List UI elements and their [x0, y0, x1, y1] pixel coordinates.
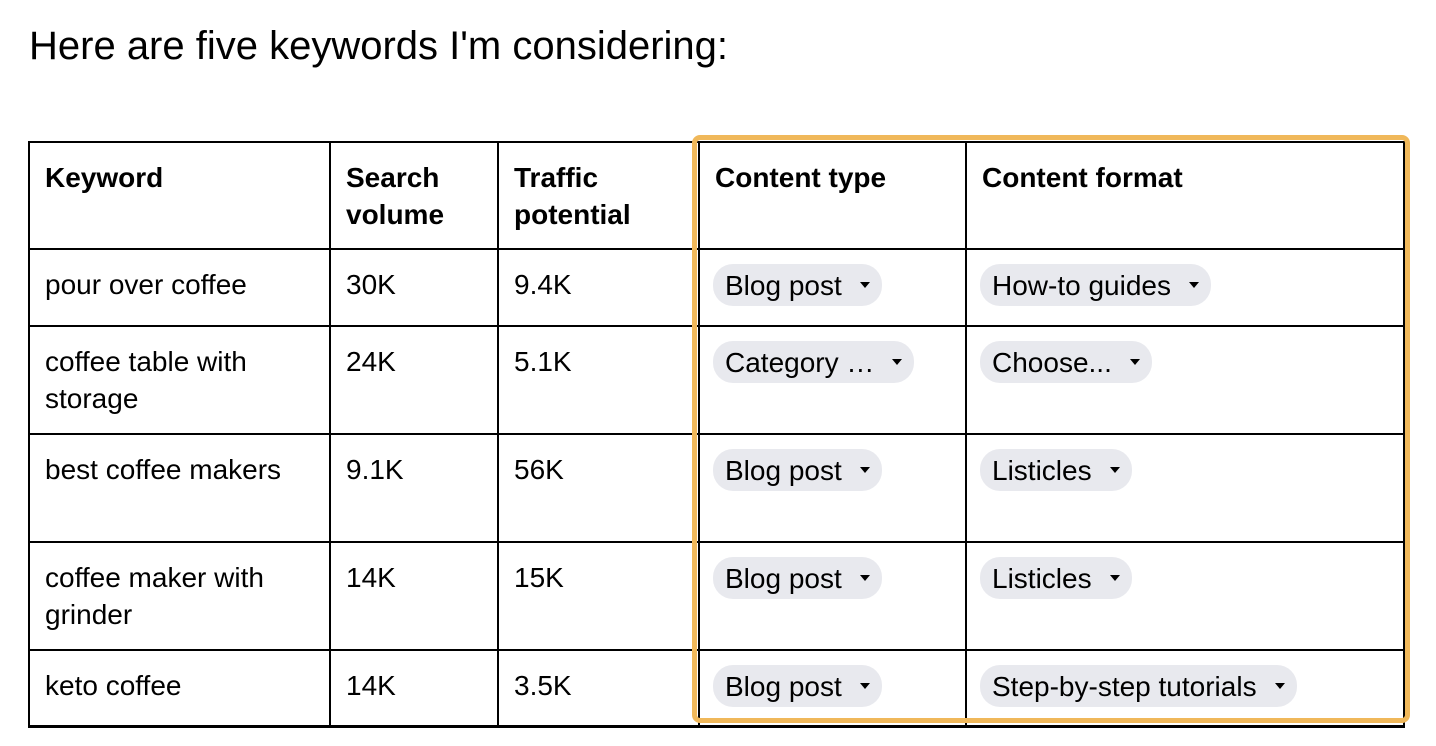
- dropdown-value: Blog post: [725, 269, 842, 301]
- content-type-cell: Blog post: [698, 248, 967, 327]
- keyword-cell: pour over coffee: [28, 248, 331, 327]
- dropdown-value: Blog post: [725, 670, 842, 702]
- search-volume-cell: 14K: [329, 541, 499, 651]
- table-row: coffee maker with grinder 14K 15K Blog p…: [28, 541, 1405, 651]
- table-row: coffee table with storage 24K 5.1K Categ…: [28, 325, 1405, 435]
- content-format-cell: How-to guides: [965, 248, 1405, 327]
- caret-down-icon: [859, 282, 870, 288]
- content-type-cell: Blog post: [698, 433, 967, 543]
- caret-down-icon: [1274, 683, 1285, 689]
- table-row: best coffee makers 9.1K 56K Blog post Li…: [28, 433, 1405, 543]
- content-format-cell: Listicles: [965, 433, 1405, 543]
- content-type-dropdown[interactable]: Category …: [713, 341, 915, 383]
- header-search-volume: Search volume: [329, 141, 499, 250]
- content-type-cell: Blog post: [698, 541, 967, 651]
- search-volume-cell: 14K: [329, 649, 499, 728]
- content-format-dropdown[interactable]: Step-by-step tutorials: [980, 665, 1297, 707]
- keyword-cell: coffee table with storage: [28, 325, 331, 435]
- keyword-cell: best coffee makers: [28, 433, 331, 543]
- content-format-dropdown[interactable]: Listicles: [980, 449, 1132, 491]
- keywords-table: Keyword Search volume Traffic potential …: [28, 141, 1405, 728]
- dropdown-value: Step-by-step tutorials: [992, 670, 1257, 702]
- header-traffic-potential: Traffic potential: [497, 141, 700, 250]
- page-heading: Here are five keywords I'm considering:: [29, 24, 729, 68]
- search-volume-cell: 30K: [329, 248, 499, 327]
- header-content-format: Content format: [965, 141, 1405, 250]
- traffic-potential-cell: 5.1K: [497, 325, 700, 435]
- keyword-cell: coffee maker with grinder: [28, 541, 331, 651]
- content-type-dropdown[interactable]: Blog post: [713, 665, 882, 707]
- content-format-cell: Choose...: [965, 325, 1405, 435]
- header-row: Keyword Search volume Traffic potential …: [28, 141, 1405, 250]
- content-type-cell: Category …: [698, 325, 967, 435]
- caret-down-icon: [1109, 575, 1120, 581]
- content-type-dropdown[interactable]: Blog post: [713, 264, 882, 306]
- search-volume-cell: 24K: [329, 325, 499, 435]
- caret-down-icon: [1188, 282, 1199, 288]
- content-format-cell: Listicles: [965, 541, 1405, 651]
- table-row: pour over coffee 30K 9.4K Blog post How-…: [28, 248, 1405, 327]
- traffic-potential-cell: 3.5K: [497, 649, 700, 728]
- traffic-potential-cell: 9.4K: [497, 248, 700, 327]
- dropdown-value: Choose...: [992, 346, 1112, 378]
- content-format-dropdown[interactable]: Choose...: [980, 341, 1152, 383]
- caret-down-icon: [859, 467, 870, 473]
- caret-down-icon: [859, 683, 870, 689]
- content-type-dropdown[interactable]: Blog post: [713, 449, 882, 491]
- dropdown-value: How-to guides: [992, 269, 1171, 301]
- content-format-cell: Step-by-step tutorials: [965, 649, 1405, 728]
- content-type-cell: Blog post: [698, 649, 967, 728]
- dropdown-value: Blog post: [725, 454, 842, 486]
- content-format-dropdown[interactable]: How-to guides: [980, 264, 1211, 306]
- caret-down-icon: [859, 575, 870, 581]
- dropdown-value: Listicles: [992, 454, 1092, 486]
- table-row: keto coffee 14K 3.5K Blog post Step-by-s…: [28, 649, 1405, 728]
- header-content-type: Content type: [698, 141, 967, 250]
- dropdown-value: Listicles: [992, 562, 1092, 594]
- header-keyword: Keyword: [28, 141, 331, 250]
- content-format-dropdown[interactable]: Listicles: [980, 557, 1132, 599]
- traffic-potential-cell: 56K: [497, 433, 700, 543]
- dropdown-value: Blog post: [725, 562, 842, 594]
- content-type-dropdown[interactable]: Blog post: [713, 557, 882, 599]
- keyword-cell: keto coffee: [28, 649, 331, 728]
- caret-down-icon: [1109, 467, 1120, 473]
- dropdown-value: Category …: [725, 346, 875, 378]
- caret-down-icon: [892, 359, 903, 365]
- caret-down-icon: [1129, 359, 1140, 365]
- traffic-potential-cell: 15K: [497, 541, 700, 651]
- search-volume-cell: 9.1K: [329, 433, 499, 543]
